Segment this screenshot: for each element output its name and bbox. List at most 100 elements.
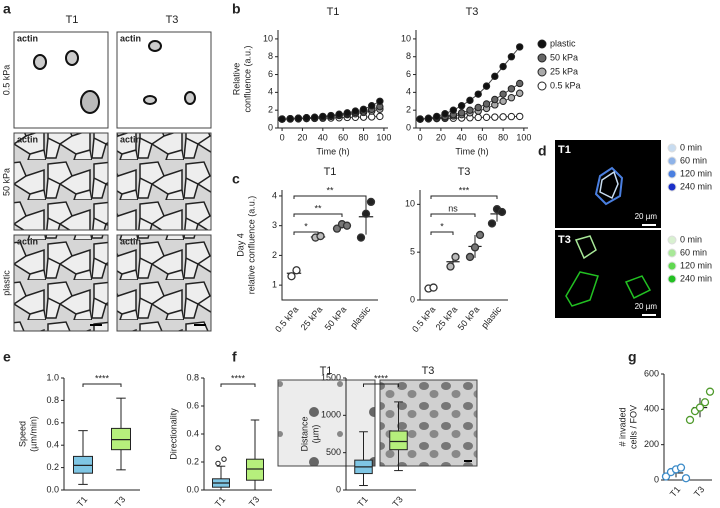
data-point: [700, 398, 710, 407]
stain-label: actin: [120, 134, 141, 144]
data-point: [376, 97, 384, 105]
data-point: [316, 231, 325, 241]
significance-bracket: [293, 195, 367, 199]
data-point: [482, 82, 491, 90]
x-tick-label: 80: [498, 132, 508, 142]
micrograph: [13, 31, 109, 129]
data-point: [499, 97, 507, 105]
y-axis-label: Distance: [299, 416, 309, 451]
axis: [281, 190, 378, 301]
y-tick-label: 0.8: [186, 372, 199, 382]
significance-label: *: [440, 221, 444, 231]
data-point: [351, 107, 360, 115]
data-point: [685, 415, 695, 425]
significance-label: ****: [95, 373, 110, 383]
cell: [148, 40, 162, 52]
legend-swatch: [667, 169, 677, 179]
legend-swatch: [537, 53, 547, 63]
cell-outline: [624, 275, 652, 300]
legend-swatch: [667, 261, 677, 271]
data-point: [466, 96, 474, 105]
data-point: [429, 283, 438, 292]
micrograph: [13, 234, 109, 332]
y-tick-label: 0: [410, 294, 415, 304]
significance-bracket: [430, 195, 498, 199]
stain-label: actin: [120, 236, 141, 246]
micrograph: [116, 31, 212, 129]
scale-label: 20 µm: [635, 302, 658, 311]
x-tick-label: 25 kPa: [434, 304, 460, 332]
data-point: [491, 95, 499, 104]
y-axis-label: Directionality: [168, 408, 178, 460]
data-point: [302, 114, 311, 122]
data-point: [474, 113, 482, 122]
significance-label: ns: [448, 203, 458, 213]
data-point: [292, 266, 301, 275]
data-point: [695, 403, 705, 412]
x-axis-label: Time (h): [455, 146, 488, 156]
y-tick-label: 4: [272, 190, 277, 200]
y-tick-label: 6: [406, 69, 411, 79]
x-tick-label: 0: [280, 132, 285, 142]
significance-bracket: [220, 383, 256, 387]
data-point: [475, 230, 485, 240]
column-title: T3: [422, 365, 435, 377]
y-tick-label: 0.0: [186, 484, 199, 494]
significance-label: *: [304, 221, 308, 231]
legend-swatch: [537, 67, 547, 77]
significance-bracket: [363, 383, 399, 387]
data-point: [470, 243, 480, 252]
data-point: [487, 219, 497, 228]
chart-title: T3: [466, 6, 479, 18]
x-tick-label: 0: [418, 132, 423, 142]
legend-label: 120 min: [680, 260, 712, 270]
data-point: [356, 233, 366, 242]
significance-label: **: [326, 185, 334, 195]
data-point: [449, 106, 458, 114]
panel-letter: d: [538, 143, 547, 159]
row-label: 0.5 kPa: [1, 65, 11, 96]
y-tick-label: 0: [406, 122, 411, 132]
image-label: T3: [558, 234, 571, 246]
y-tick-label: 10: [263, 33, 273, 43]
y-axis-label: confluence (a.u.): [242, 45, 252, 112]
significance-bracket: [430, 213, 476, 217]
data-point: [516, 89, 524, 97]
y-tick-label: 1.0: [46, 372, 59, 382]
data-point: [497, 207, 507, 217]
row-label: plastic: [1, 270, 11, 296]
y-tick-label: 0: [268, 122, 273, 132]
legend-swatch: [667, 182, 677, 192]
y-axis-label: (µm/min): [28, 416, 38, 452]
row-label: 50 kPa: [1, 168, 11, 196]
x-tick-label: 100: [376, 132, 391, 142]
significance-bracket: [82, 383, 122, 387]
x-tick-label: 0.5 kPa: [273, 304, 300, 334]
x-tick-label: 40: [457, 132, 467, 142]
x-tick-label: 50 kPa: [456, 304, 482, 332]
panel-letter: a: [3, 1, 11, 17]
y-tick-label: 1: [272, 280, 277, 290]
significance-label: ****: [374, 373, 389, 383]
panel-d: T1 T3 20 µm 20 µm: [555, 140, 661, 318]
cell-outline: [565, 271, 599, 307]
micrograph: [116, 234, 212, 332]
x-tick-label: T1: [75, 494, 89, 508]
data-point: [499, 113, 507, 121]
micrograph: [13, 132, 109, 231]
data-point: [474, 103, 482, 112]
cell: [80, 90, 100, 114]
panel-letters: a b c d e f g: [3, 1, 637, 365]
panel-f: T1 T3: [277, 365, 478, 467]
data-point: [491, 113, 499, 121]
scale-bar: [194, 324, 206, 326]
data-point: [507, 112, 516, 121]
stain-label: actin: [17, 236, 38, 246]
y-axis-label: relative confluence (a.u.): [246, 196, 256, 295]
legend-swatch: [667, 274, 677, 284]
image-label: T1: [558, 144, 571, 156]
x-tick-label: T3: [692, 484, 706, 498]
data-point: [287, 272, 296, 281]
y-tick-label: 400: [644, 404, 659, 414]
data-point: [368, 102, 376, 110]
